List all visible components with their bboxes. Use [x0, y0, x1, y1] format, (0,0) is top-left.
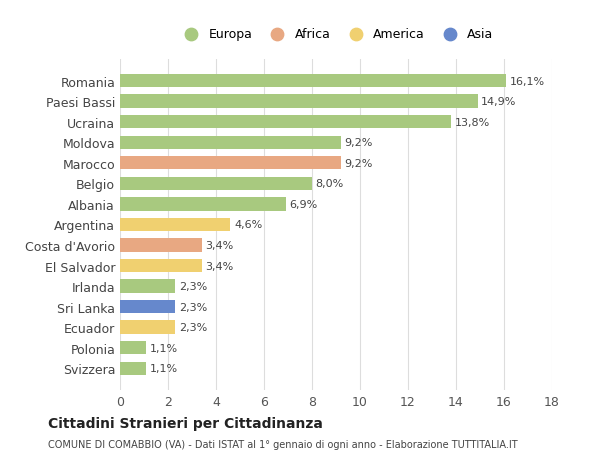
- Text: 9,2%: 9,2%: [344, 138, 373, 148]
- Text: 3,4%: 3,4%: [205, 241, 233, 251]
- Legend: Europa, Africa, America, Asia: Europa, Africa, America, Asia: [173, 23, 499, 46]
- Bar: [120, 259, 202, 273]
- Bar: [120, 341, 146, 355]
- Text: 2,3%: 2,3%: [179, 302, 207, 312]
- Text: 8,0%: 8,0%: [316, 179, 344, 189]
- Bar: [120, 116, 451, 129]
- Text: 1,1%: 1,1%: [150, 343, 178, 353]
- Bar: [120, 239, 202, 252]
- Text: Cittadini Stranieri per Cittadinanza: Cittadini Stranieri per Cittadinanza: [48, 416, 323, 430]
- Text: 16,1%: 16,1%: [510, 76, 545, 86]
- Text: 2,3%: 2,3%: [179, 281, 207, 291]
- Bar: [120, 218, 230, 232]
- Text: COMUNE DI COMABBIO (VA) - Dati ISTAT al 1° gennaio di ogni anno - Elaborazione T: COMUNE DI COMABBIO (VA) - Dati ISTAT al …: [48, 440, 518, 449]
- Text: 9,2%: 9,2%: [344, 158, 373, 168]
- Bar: [120, 362, 146, 375]
- Text: 3,4%: 3,4%: [205, 261, 233, 271]
- Bar: [120, 177, 312, 190]
- Text: 4,6%: 4,6%: [234, 220, 262, 230]
- Text: 1,1%: 1,1%: [150, 364, 178, 374]
- Bar: [120, 75, 506, 88]
- Bar: [120, 198, 286, 211]
- Bar: [120, 321, 175, 334]
- Bar: [120, 300, 175, 313]
- Text: 14,9%: 14,9%: [481, 97, 517, 107]
- Bar: [120, 136, 341, 150]
- Text: 6,9%: 6,9%: [289, 199, 317, 209]
- Text: 2,3%: 2,3%: [179, 323, 207, 332]
- Bar: [120, 95, 478, 108]
- Bar: [120, 280, 175, 293]
- Text: 13,8%: 13,8%: [455, 118, 490, 127]
- Bar: [120, 157, 341, 170]
